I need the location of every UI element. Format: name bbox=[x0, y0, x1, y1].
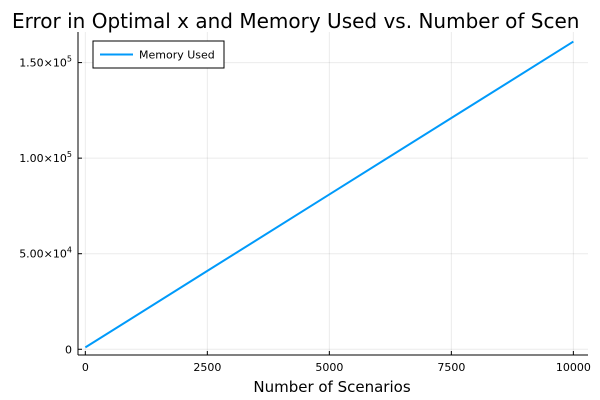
y-tick-base: 1.50×10 bbox=[19, 57, 67, 70]
x-tick-labels: 0 2500 5000 7500 10000 bbox=[82, 361, 591, 374]
chart-title: Error in Optimal x and Memory Used vs. N… bbox=[12, 9, 579, 33]
series-line-memory-used bbox=[84, 40, 574, 349]
y-tick-exponent: 5 bbox=[67, 150, 72, 159]
y-tick-label: 0 bbox=[65, 343, 72, 356]
y-tick-exponent: 4 bbox=[67, 246, 72, 255]
series-lines bbox=[84, 40, 574, 349]
y-tick-label: 5.00×104 bbox=[19, 246, 72, 261]
y-tick-label: 1.00×105 bbox=[19, 150, 72, 165]
x-tick-label: 7500 bbox=[437, 361, 465, 374]
grid-lines bbox=[78, 32, 588, 355]
axes bbox=[77, 32, 588, 356]
legend-label: Memory Used bbox=[139, 49, 215, 62]
y-tick-base: 0 bbox=[65, 343, 72, 356]
y-tick-exponent: 5 bbox=[67, 55, 72, 64]
x-tick-label: 0 bbox=[82, 361, 89, 374]
legend: Memory Used bbox=[92, 40, 225, 69]
y-tick-label: 1.50×105 bbox=[19, 55, 72, 70]
y-tick-base: 1.00×10 bbox=[19, 152, 67, 165]
x-tick-label: 10000 bbox=[556, 361, 591, 374]
x-axis-label: Number of Scenarios bbox=[253, 378, 410, 396]
x-tick-label: 2500 bbox=[193, 361, 221, 374]
y-tick-base: 5.00×10 bbox=[19, 248, 67, 261]
x-tick-label: 5000 bbox=[315, 361, 343, 374]
